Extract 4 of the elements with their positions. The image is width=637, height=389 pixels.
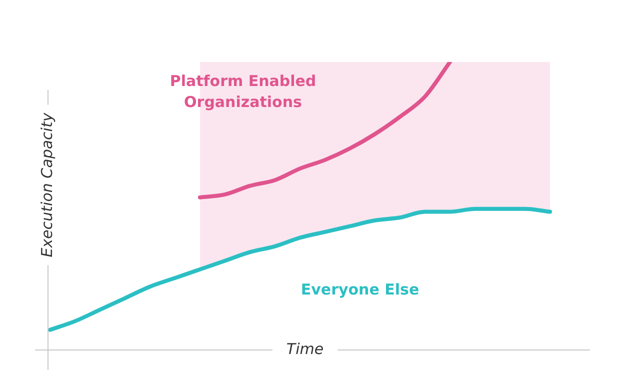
- y-axis-title: Execution Capacity: [38, 112, 56, 258]
- text: Platform Enabled Organizations: [170, 72, 316, 111]
- x-axis-title: Time: [286, 340, 324, 358]
- text: Everyone Else: [300, 280, 420, 298]
